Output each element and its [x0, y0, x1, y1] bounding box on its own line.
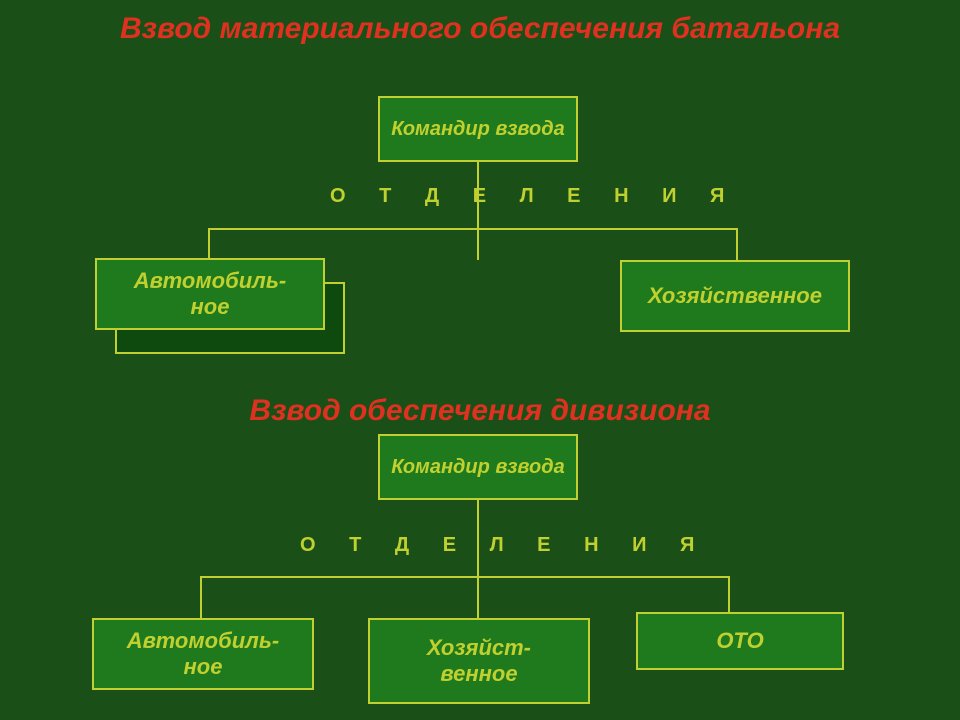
org2-right-box: ОТО [636, 612, 844, 670]
org1-title: Взвод материального обеспечения батальон… [0, 10, 960, 48]
org2-vline-right [728, 576, 730, 612]
org2-commander-label: Командир взвода [391, 455, 564, 479]
org1-section-label: О Т Д Е Л Е Н И Я [330, 185, 738, 208]
org2-left-label: Автомобиль- ное [127, 628, 279, 681]
org1-hline [208, 228, 738, 230]
org2-commander-box: Командир взвода [378, 434, 578, 500]
org2-hline [200, 576, 730, 578]
org1-right-box: Хозяйственное [620, 260, 850, 332]
org2-mid-label: Хозяйст- венное [427, 635, 531, 688]
org1-left-box: Автомобиль- ное [95, 258, 325, 330]
org2-mid-box: Хозяйст- венное [368, 618, 590, 704]
org1-vline-right [736, 228, 738, 260]
org1-commander-label: Командир взвода [391, 117, 564, 141]
org1-commander-box: Командир взвода [378, 96, 578, 162]
org2-title: Взвод обеспечения дивизиона [0, 392, 960, 430]
org2-section-label: О Т Д Е Л Е Н И Я [300, 534, 708, 557]
org2-left-box: Автомобиль- ное [92, 618, 314, 690]
org1-vline [477, 162, 479, 260]
org2-vline-left [200, 576, 202, 618]
org1-right-label: Хозяйственное [648, 283, 822, 309]
org2-vline [477, 500, 479, 618]
org1-vline-left [208, 228, 210, 260]
org2-right-label: ОТО [716, 628, 763, 654]
org1-left-label: Автомобиль- ное [134, 268, 286, 321]
